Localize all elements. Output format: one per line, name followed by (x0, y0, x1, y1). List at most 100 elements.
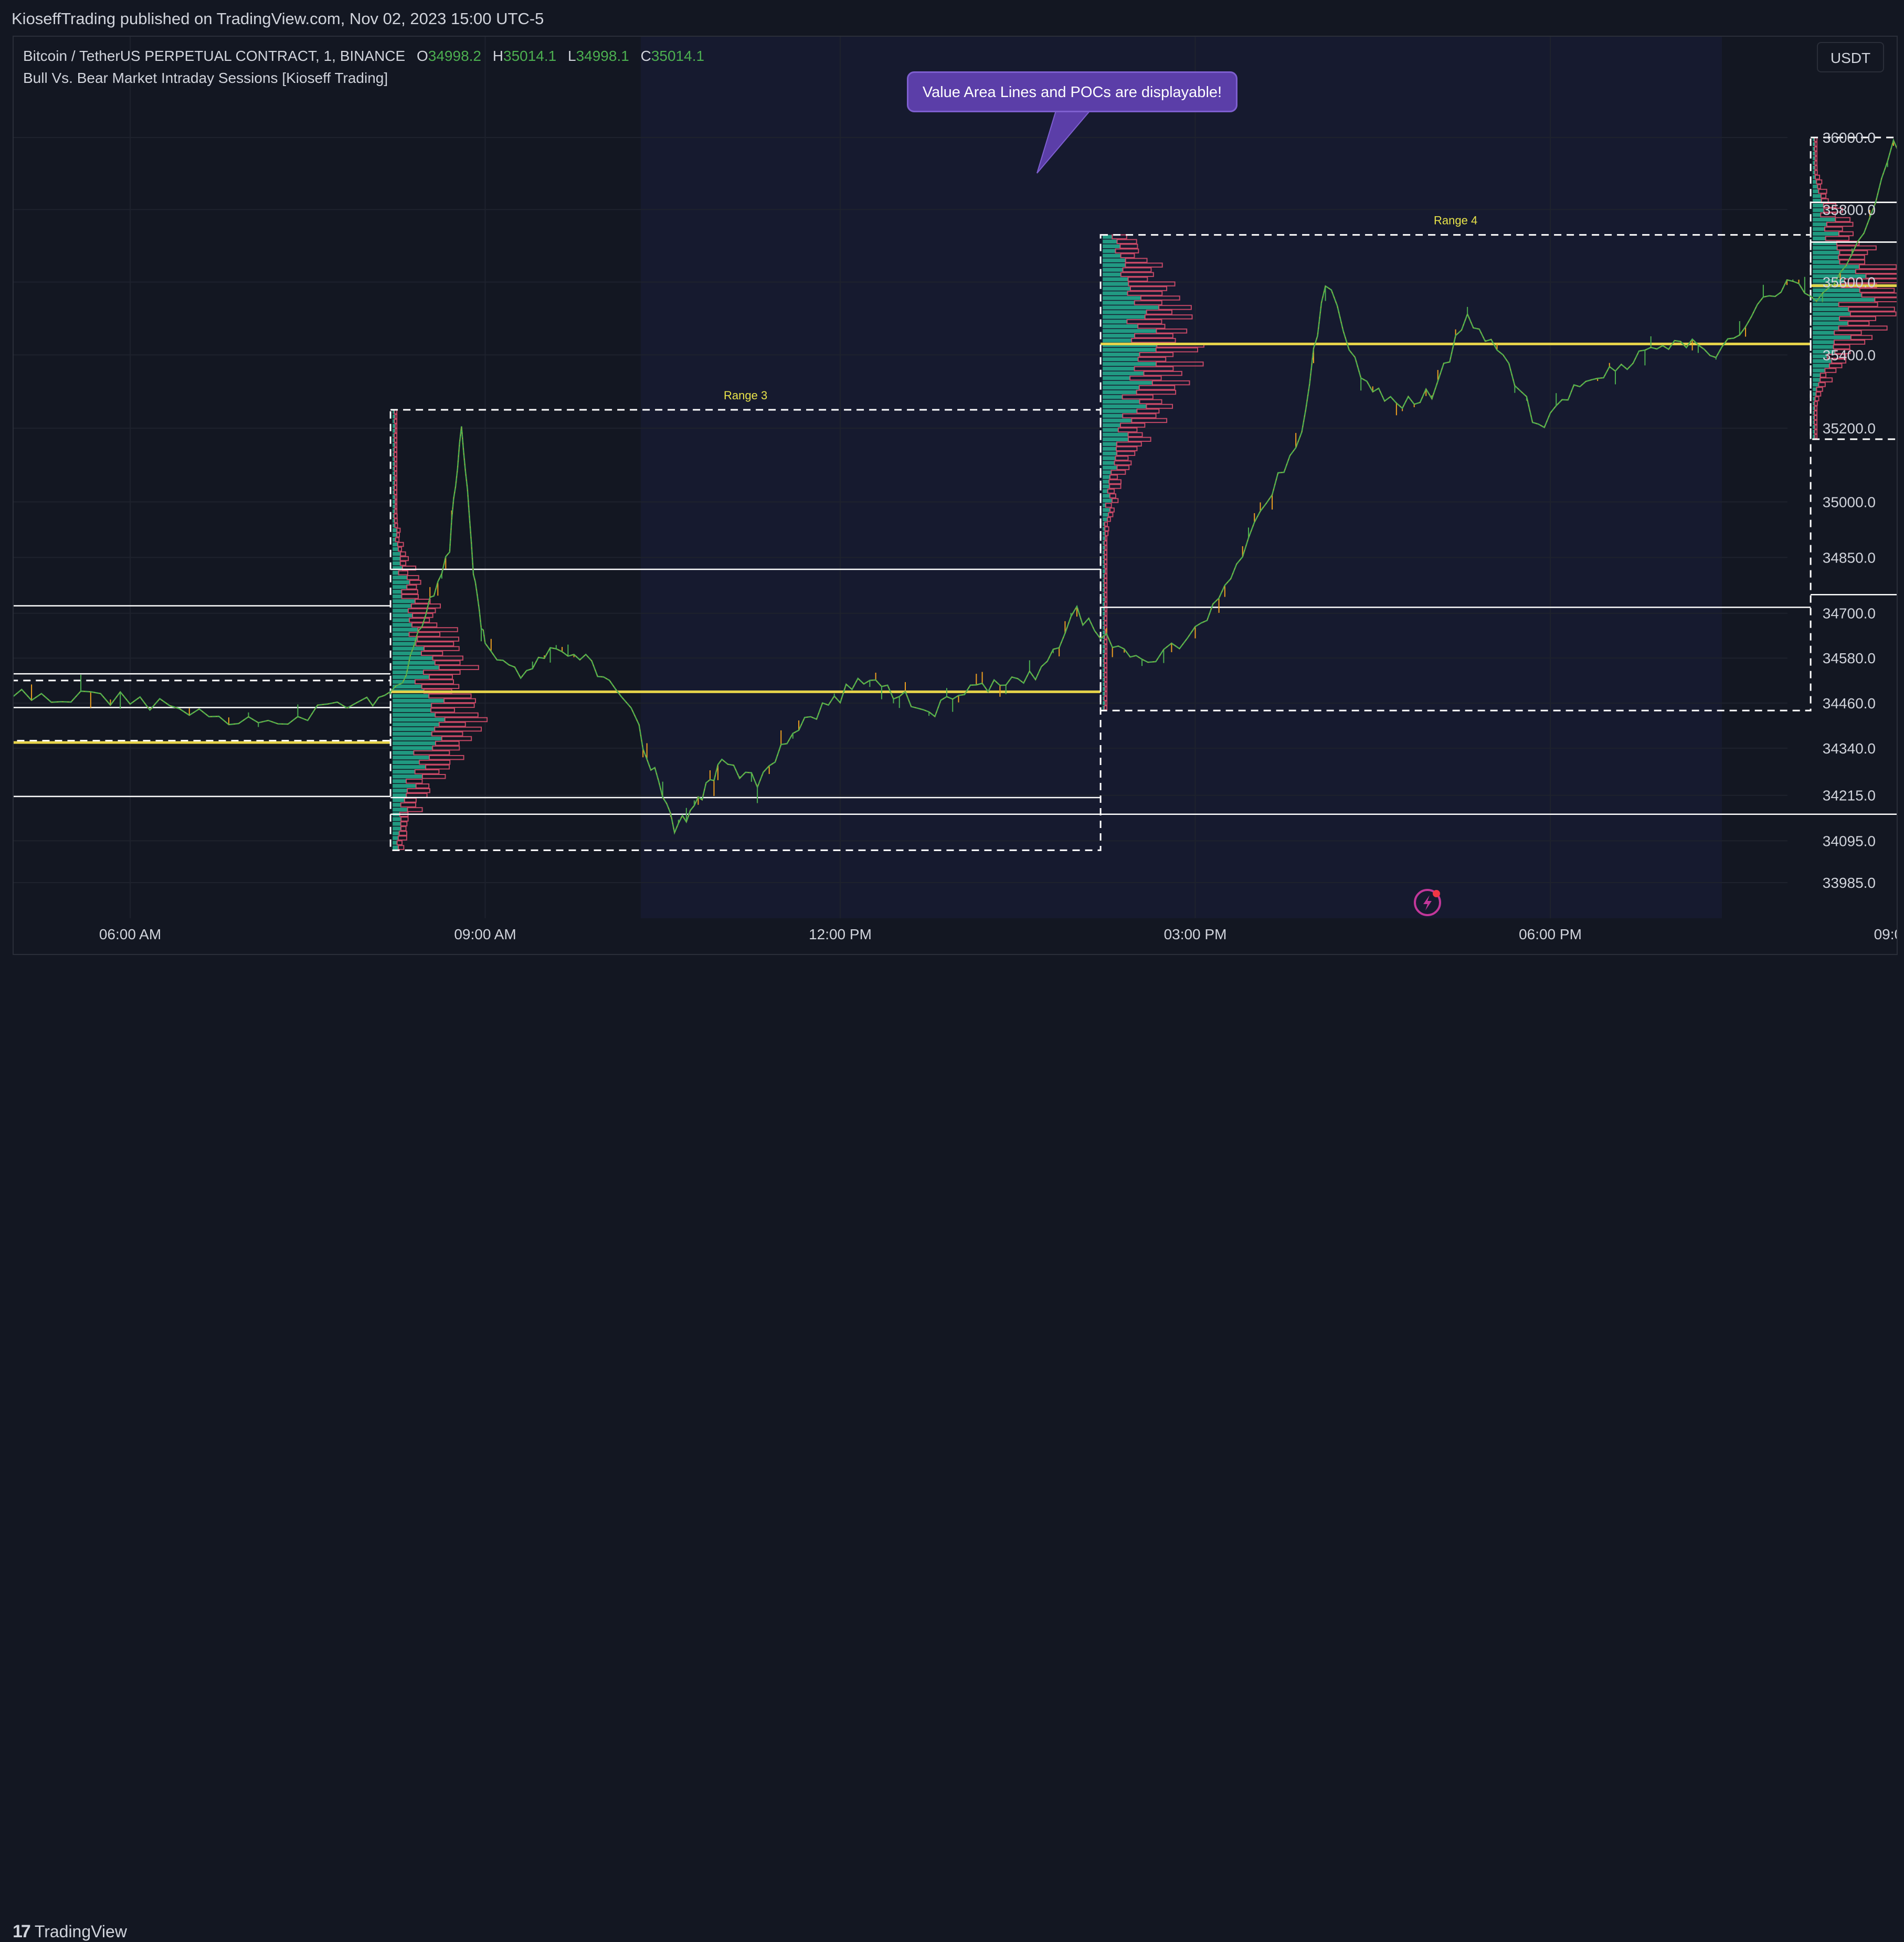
profile-bar-bear (1104, 616, 1108, 621)
tradingview-brand[interactable]: 17 TradingView (13, 1922, 127, 1942)
profile-bar-bull (393, 817, 401, 821)
profile-bar-bull (393, 595, 402, 599)
profile-bar-bull (1813, 170, 1815, 175)
profile-bar-bear (1156, 328, 1188, 334)
profile-bar-bull (1103, 239, 1117, 244)
profile-bar-bear (413, 750, 450, 756)
profile-bar-bull (393, 665, 439, 670)
profile-bar-bear (421, 684, 460, 689)
profile-bar-bull (393, 462, 395, 466)
profile-bar-bear (397, 835, 407, 841)
profile-bar-bull (1103, 395, 1123, 399)
profile-bar-bull (1813, 231, 1839, 236)
profile-bar-bull (1103, 574, 1105, 578)
profile-bar-bull (393, 613, 413, 618)
profile-bar-bull (393, 675, 430, 679)
profile-bar-bull (1103, 555, 1105, 559)
profile-bar-bull (1103, 578, 1105, 583)
profile-bar-bear (1815, 391, 1822, 397)
profile-bar-bull (1103, 324, 1138, 328)
profile-bar-bull (1103, 706, 1105, 710)
profile-bar-bull (1103, 583, 1105, 588)
price-axis[interactable]: 36000.0 35800.0 35600.0 35400.0 35200.0 35000… (1823, 130, 1876, 891)
profile-bar-bull (1813, 307, 1849, 311)
profile-bar-bear (444, 717, 488, 723)
profile-bar-bear (395, 428, 398, 433)
profile-bar-bear (407, 608, 436, 613)
profile-bar-bear (1104, 573, 1108, 579)
profile-bar-bull (393, 760, 420, 765)
currency-button[interactable]: USDT (1817, 42, 1884, 72)
profile-bar-bull (1103, 366, 1135, 371)
profile-bar-bear (401, 589, 418, 595)
profile-bar-bull (1103, 625, 1105, 630)
profile-bar-bull (393, 481, 395, 485)
profile-bar-bull (1103, 432, 1128, 437)
profile-bar-bear (414, 599, 431, 604)
profile-bar-bull (1103, 456, 1116, 460)
profile-bar-bear (1140, 295, 1180, 301)
profile-bar-bull (1813, 222, 1827, 227)
high-value: 35014.1 (503, 48, 557, 64)
profile-bar-bear (407, 788, 430, 793)
profile-bar-bull (393, 784, 416, 788)
profile-bar-bull (1103, 498, 1113, 503)
profile-bar-bear (1114, 460, 1132, 465)
profile-bar-bear (394, 490, 398, 495)
profile-bar-bull (1813, 364, 1829, 368)
profile-bar-bear (1814, 425, 1818, 430)
time-axis[interactable]: 06:00 AM 09:00 AM 12:00 PM 03:00 PM 06:00 PM… (99, 926, 1898, 942)
profile-bar-bear (1104, 686, 1108, 692)
profile-bar-bull (1103, 659, 1105, 663)
profile-bar-bull (1103, 253, 1121, 258)
lightning-alert-icon[interactable] (1414, 889, 1441, 916)
profile-bar-bull (1103, 701, 1105, 705)
profile-bar-bull (1103, 380, 1152, 385)
profile-bar-bear (1849, 311, 1897, 316)
profile-bar-bear (1116, 465, 1130, 470)
profile-bar-bear (1814, 406, 1818, 411)
profile-bar-bear (394, 471, 398, 476)
profile-bar-bull (393, 542, 398, 547)
profile-bar-bear (396, 532, 400, 538)
profile-bar-bear (408, 632, 441, 637)
profile-bar-bear (1814, 141, 1818, 147)
profile-bar-bear (1109, 474, 1118, 480)
profile-bar-bear (415, 679, 454, 685)
profile-bar-bull (393, 429, 396, 433)
volume-profiles (393, 137, 1897, 850)
profile-bar-bear (406, 779, 423, 784)
profile-bar-bear (1814, 415, 1818, 420)
profile-bar-bear (1134, 300, 1162, 305)
profile-bar-bull (1103, 413, 1123, 418)
profile-bar-bull (393, 476, 395, 480)
profile-bar-bear (400, 821, 408, 826)
profile-bar-bear (1833, 339, 1866, 345)
profile-bar-bear (406, 575, 419, 580)
profile-bar-bear (1104, 625, 1108, 631)
symbol-name[interactable]: Bitcoin / TetherUS PERPETUAL CONTRACT, 1… (23, 48, 406, 64)
indicator-name[interactable]: Bull Vs. Bear Market Intraday Sessions [… (23, 70, 388, 86)
profile-bar-bear (394, 419, 398, 424)
profile-bar-bull (393, 765, 426, 769)
profile-bar-bull (1103, 315, 1145, 319)
profile-bar-bull (1813, 293, 1862, 297)
profile-bar-bull (393, 537, 396, 542)
price-tick-label: 35200.0 (1823, 420, 1876, 437)
profile-bar-bear (1838, 325, 1888, 331)
profile-bar-bull (1103, 320, 1127, 324)
profile-bar-bear (1820, 377, 1833, 383)
profile-bar-bull (393, 798, 405, 802)
profile-bar-bull (1103, 630, 1105, 635)
profile-bar-bull (393, 826, 401, 831)
profile-bar-bear (1836, 245, 1877, 251)
profile-bar-bull (393, 495, 395, 500)
profile-bar-bear (1104, 540, 1108, 546)
profile-bar-bear (1104, 554, 1108, 560)
profile-bar-bear (1156, 361, 1204, 367)
profile-bar-bear (1816, 179, 1823, 185)
profile-bar-bull (393, 585, 407, 589)
profile-bar-bear (1110, 470, 1126, 475)
